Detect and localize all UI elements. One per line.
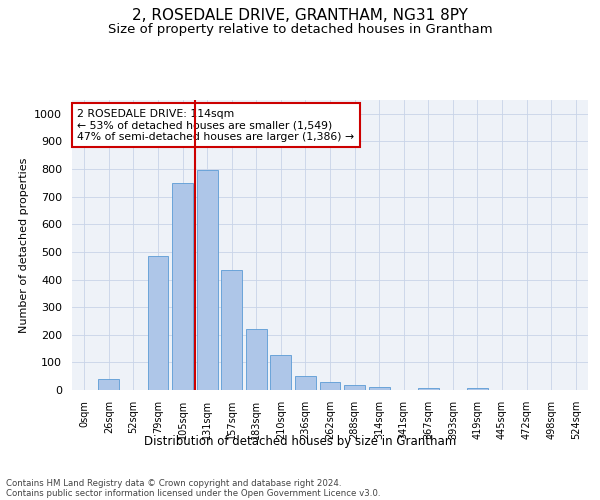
Bar	[271, 354, 292, 390]
Bar	[148, 256, 169, 390]
Bar	[418, 388, 439, 390]
Bar	[172, 184, 193, 390]
Bar	[246, 329, 267, 390]
Text: Distribution of detached houses by size in Grantham: Distribution of detached houses by size …	[144, 435, 456, 448]
Bar	[295, 376, 316, 390]
Y-axis label: Number of detached properties: Number of detached properties	[19, 158, 29, 332]
Text: Contains public sector information licensed under the Open Government Licence v3: Contains public sector information licen…	[6, 488, 380, 498]
Bar	[368, 387, 389, 390]
Text: 2, ROSEDALE DRIVE, GRANTHAM, NG31 8PY: 2, ROSEDALE DRIVE, GRANTHAM, NG31 8PY	[132, 8, 468, 22]
Bar	[221, 270, 242, 390]
Bar	[467, 388, 488, 390]
Text: Size of property relative to detached houses in Grantham: Size of property relative to detached ho…	[107, 22, 493, 36]
Bar	[320, 382, 340, 390]
Text: 2 ROSEDALE DRIVE: 114sqm
← 53% of detached houses are smaller (1,549)
47% of sem: 2 ROSEDALE DRIVE: 114sqm ← 53% of detach…	[77, 108, 354, 142]
Bar	[98, 379, 119, 390]
Bar	[197, 170, 218, 390]
Bar	[344, 385, 365, 390]
Text: Contains HM Land Registry data © Crown copyright and database right 2024.: Contains HM Land Registry data © Crown c…	[6, 478, 341, 488]
